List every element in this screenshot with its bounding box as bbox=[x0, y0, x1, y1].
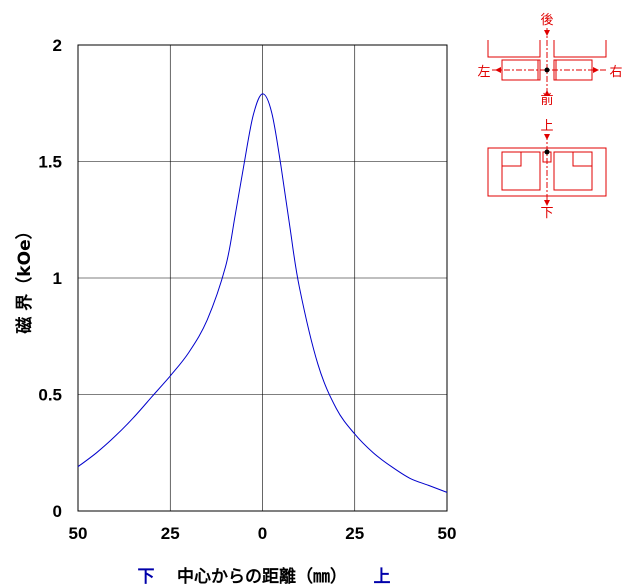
x-axis-label-upper: 上 bbox=[374, 567, 391, 587]
label-front: 前 bbox=[540, 92, 553, 108]
arrow-up bbox=[544, 134, 550, 140]
label-back: 後 bbox=[540, 13, 553, 28]
right-yoke-outline bbox=[553, 40, 607, 58]
side-left-inner bbox=[501, 151, 522, 167]
label-up: 上 bbox=[540, 119, 553, 134]
label-left: 左 bbox=[477, 65, 490, 80]
x-tick-label: 25 bbox=[345, 524, 364, 543]
label-down: 下 bbox=[540, 206, 553, 221]
left-magnet bbox=[501, 59, 541, 81]
side-center-point bbox=[544, 149, 550, 155]
arrow-right bbox=[593, 67, 599, 73]
x-tick-label: 50 bbox=[69, 524, 88, 543]
y-tick-label: 0 bbox=[53, 502, 62, 521]
y-tick-labels: 0 0.5 1 1.5 2 bbox=[38, 36, 62, 521]
x-tick-labels: 50 25 0 25 50 bbox=[69, 524, 457, 543]
x-axis-label-lower: 下 bbox=[138, 567, 155, 587]
x-axis-label: 下 中心からの距離（㎜） 上 bbox=[138, 566, 391, 587]
plot-frame bbox=[77, 44, 448, 512]
arrow-front bbox=[544, 90, 550, 96]
x-tick-label: 25 bbox=[161, 524, 180, 543]
side-right-inner bbox=[572, 151, 593, 167]
side-yoke-outline bbox=[487, 147, 607, 197]
grid bbox=[78, 45, 447, 511]
x-tick-label: 50 bbox=[438, 524, 457, 543]
y-tick-label: 2 bbox=[53, 36, 62, 55]
arrow-left bbox=[495, 67, 501, 73]
series-line bbox=[77, 93, 448, 493]
y-tick-label: 0.5 bbox=[38, 386, 62, 405]
y-tick-label: 1.5 bbox=[38, 153, 62, 172]
x-tick-label: 0 bbox=[258, 524, 267, 543]
right-magnet bbox=[553, 59, 593, 81]
orientation-diagram-side: 上 下 bbox=[487, 119, 607, 221]
y-tick-label: 1 bbox=[53, 269, 62, 288]
orientation-diagram-top: 後 前 左 右 bbox=[477, 13, 622, 108]
arrow-down bbox=[544, 200, 550, 206]
center-point bbox=[544, 67, 550, 73]
label-right: 右 bbox=[609, 65, 622, 80]
arrow-back bbox=[544, 30, 550, 36]
left-yoke-outline bbox=[487, 40, 541, 58]
y-axis-label: 磁 界（kOe） bbox=[14, 222, 35, 333]
x-axis-label-center: 中心からの距離（㎜） bbox=[177, 566, 347, 587]
